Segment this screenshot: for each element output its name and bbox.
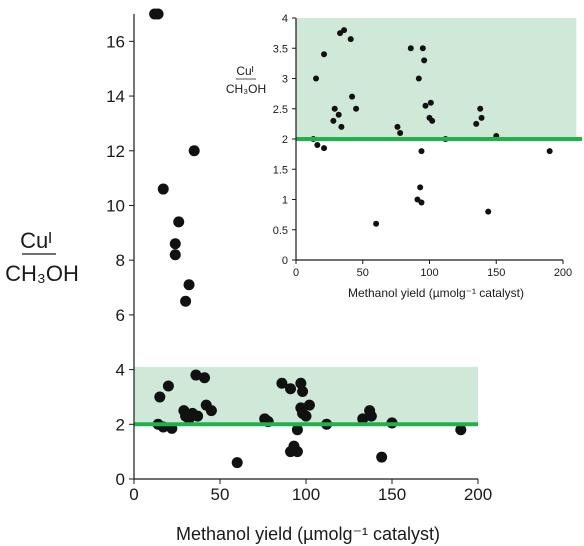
main-x-tick-label-4: 200 xyxy=(464,485,492,504)
inset-point-14 xyxy=(373,220,380,227)
main-x-tick-label-2: 100 xyxy=(292,485,320,504)
inset-point-27 xyxy=(427,99,434,106)
inset-point-7 xyxy=(335,111,342,118)
main-y-tick-label-7: 14 xyxy=(106,87,125,106)
inset-y-tick-label-4: 2 xyxy=(282,134,288,146)
inset-point-11 xyxy=(347,36,354,43)
inset-point-22 xyxy=(418,148,425,155)
inset-point-15 xyxy=(394,123,401,130)
main-x-tick-label-3: 150 xyxy=(378,485,406,504)
main-point-42 xyxy=(376,451,388,463)
main-point-32 xyxy=(295,377,307,389)
main-point-15 xyxy=(178,405,190,417)
main-point-4 xyxy=(169,238,181,250)
inset-point-33 xyxy=(485,208,492,215)
main-point-36 xyxy=(303,399,315,411)
inset-point-25 xyxy=(422,102,429,109)
inset-point-12 xyxy=(349,93,356,100)
main-point-10 xyxy=(162,380,174,392)
main-x-axis-label: Methanol yield (µmolg⁻¹ catalyst) xyxy=(176,524,440,544)
main-x-tick-label-0: 0 xyxy=(129,485,138,504)
inset-point-2 xyxy=(314,142,321,149)
inset-point-20 xyxy=(417,184,424,191)
main-point-44 xyxy=(455,424,467,436)
inset-y-tick-label-1: 0.5 xyxy=(273,225,288,237)
main-point-21 xyxy=(205,405,217,417)
main-y-tick-label-5: 10 xyxy=(106,196,125,215)
inset-point-9 xyxy=(338,123,345,130)
inset-point-4 xyxy=(321,145,328,152)
inset-point-23 xyxy=(419,45,426,52)
main-y-tick-label-3: 6 xyxy=(116,306,125,325)
inset-plot: 0 50 100 150 200 0 0.5 1 1.5 2 2.5 3 3.5 4 xyxy=(273,13,582,279)
main-y-tick-label-1: 2 xyxy=(116,415,125,434)
inset-point-28 xyxy=(429,117,436,124)
inset-point-31 xyxy=(477,105,484,112)
main-point-5 xyxy=(169,249,181,261)
main-point-30 xyxy=(291,446,303,458)
inset-shaded-band xyxy=(296,18,577,139)
inset-point-1 xyxy=(313,75,320,82)
main-y-axis-label-top: Cuᴵ xyxy=(20,228,52,253)
main-point-33 xyxy=(297,385,309,397)
main-y-tick-label-8: 16 xyxy=(106,32,125,51)
inset-point-3 xyxy=(321,51,328,58)
main-point-18 xyxy=(190,369,202,381)
main-point-6 xyxy=(173,216,185,228)
inset-x-tick-label-4: 200 xyxy=(554,267,572,279)
inset-y-tick-label-8: 4 xyxy=(282,13,288,25)
main-point-22 xyxy=(192,410,204,422)
inset-y-tick-label-5: 2.5 xyxy=(273,104,288,116)
main-point-19 xyxy=(199,372,211,384)
inset-y-axis-label-top: Cuᴵ xyxy=(236,64,253,78)
main-point-3 xyxy=(188,145,200,157)
inset-point-32 xyxy=(478,114,485,121)
main-point-8 xyxy=(180,295,192,307)
inset-x-tick-label-0: 0 xyxy=(293,267,299,279)
main-x-tick-label-1: 50 xyxy=(211,485,230,504)
inset-y-tick-label-2: 1 xyxy=(282,195,288,207)
inset-y-tick-label-6: 3 xyxy=(282,74,288,86)
main-point-27 xyxy=(285,383,297,395)
inset-point-19 xyxy=(415,75,422,82)
main-point-2 xyxy=(157,183,169,195)
inset-x-tick-label-2: 100 xyxy=(420,267,438,279)
inset-point-10 xyxy=(341,27,348,34)
main-point-31 xyxy=(291,424,303,436)
inset-point-24 xyxy=(421,57,428,64)
main-point-26 xyxy=(276,377,288,389)
inset-y-tick-label-3: 1.5 xyxy=(273,164,288,176)
inset-x-tick-label-3: 150 xyxy=(487,267,505,279)
inset-point-21 xyxy=(418,199,425,206)
main-point-37 xyxy=(297,407,309,419)
main-point-23 xyxy=(231,457,243,469)
inset-y-tick-label-0: 0 xyxy=(282,255,288,267)
main-point-1 xyxy=(152,8,164,20)
inset-y-axis-label-bottom: CH₃OH xyxy=(226,82,266,96)
main-y-tick-label-6: 12 xyxy=(106,142,125,161)
inset-point-13 xyxy=(353,105,360,112)
main-point-9 xyxy=(154,391,166,403)
main-point-41 xyxy=(365,410,377,422)
inset-point-30 xyxy=(473,120,480,127)
inset-x-tick-label-1: 50 xyxy=(357,267,369,279)
inset-point-35 xyxy=(546,148,553,155)
inset-point-6 xyxy=(331,105,338,112)
main-y-tick-label-0: 0 xyxy=(116,470,125,489)
main-y-tick-label-2: 4 xyxy=(116,361,125,380)
inset-point-5 xyxy=(330,117,337,124)
inset-x-axis-label: Methanol yield (µmolg⁻¹ catalyst) xyxy=(348,286,524,300)
inset-point-16 xyxy=(397,129,404,136)
inset-y-tick-label-7: 3.5 xyxy=(273,43,288,55)
main-point-7 xyxy=(183,279,195,291)
inset-point-17 xyxy=(407,45,414,52)
main-y-axis-label-bottom: CH₃OH xyxy=(5,261,79,286)
main-point-39 xyxy=(357,413,369,425)
main-y-tick-label-4: 8 xyxy=(116,251,125,270)
